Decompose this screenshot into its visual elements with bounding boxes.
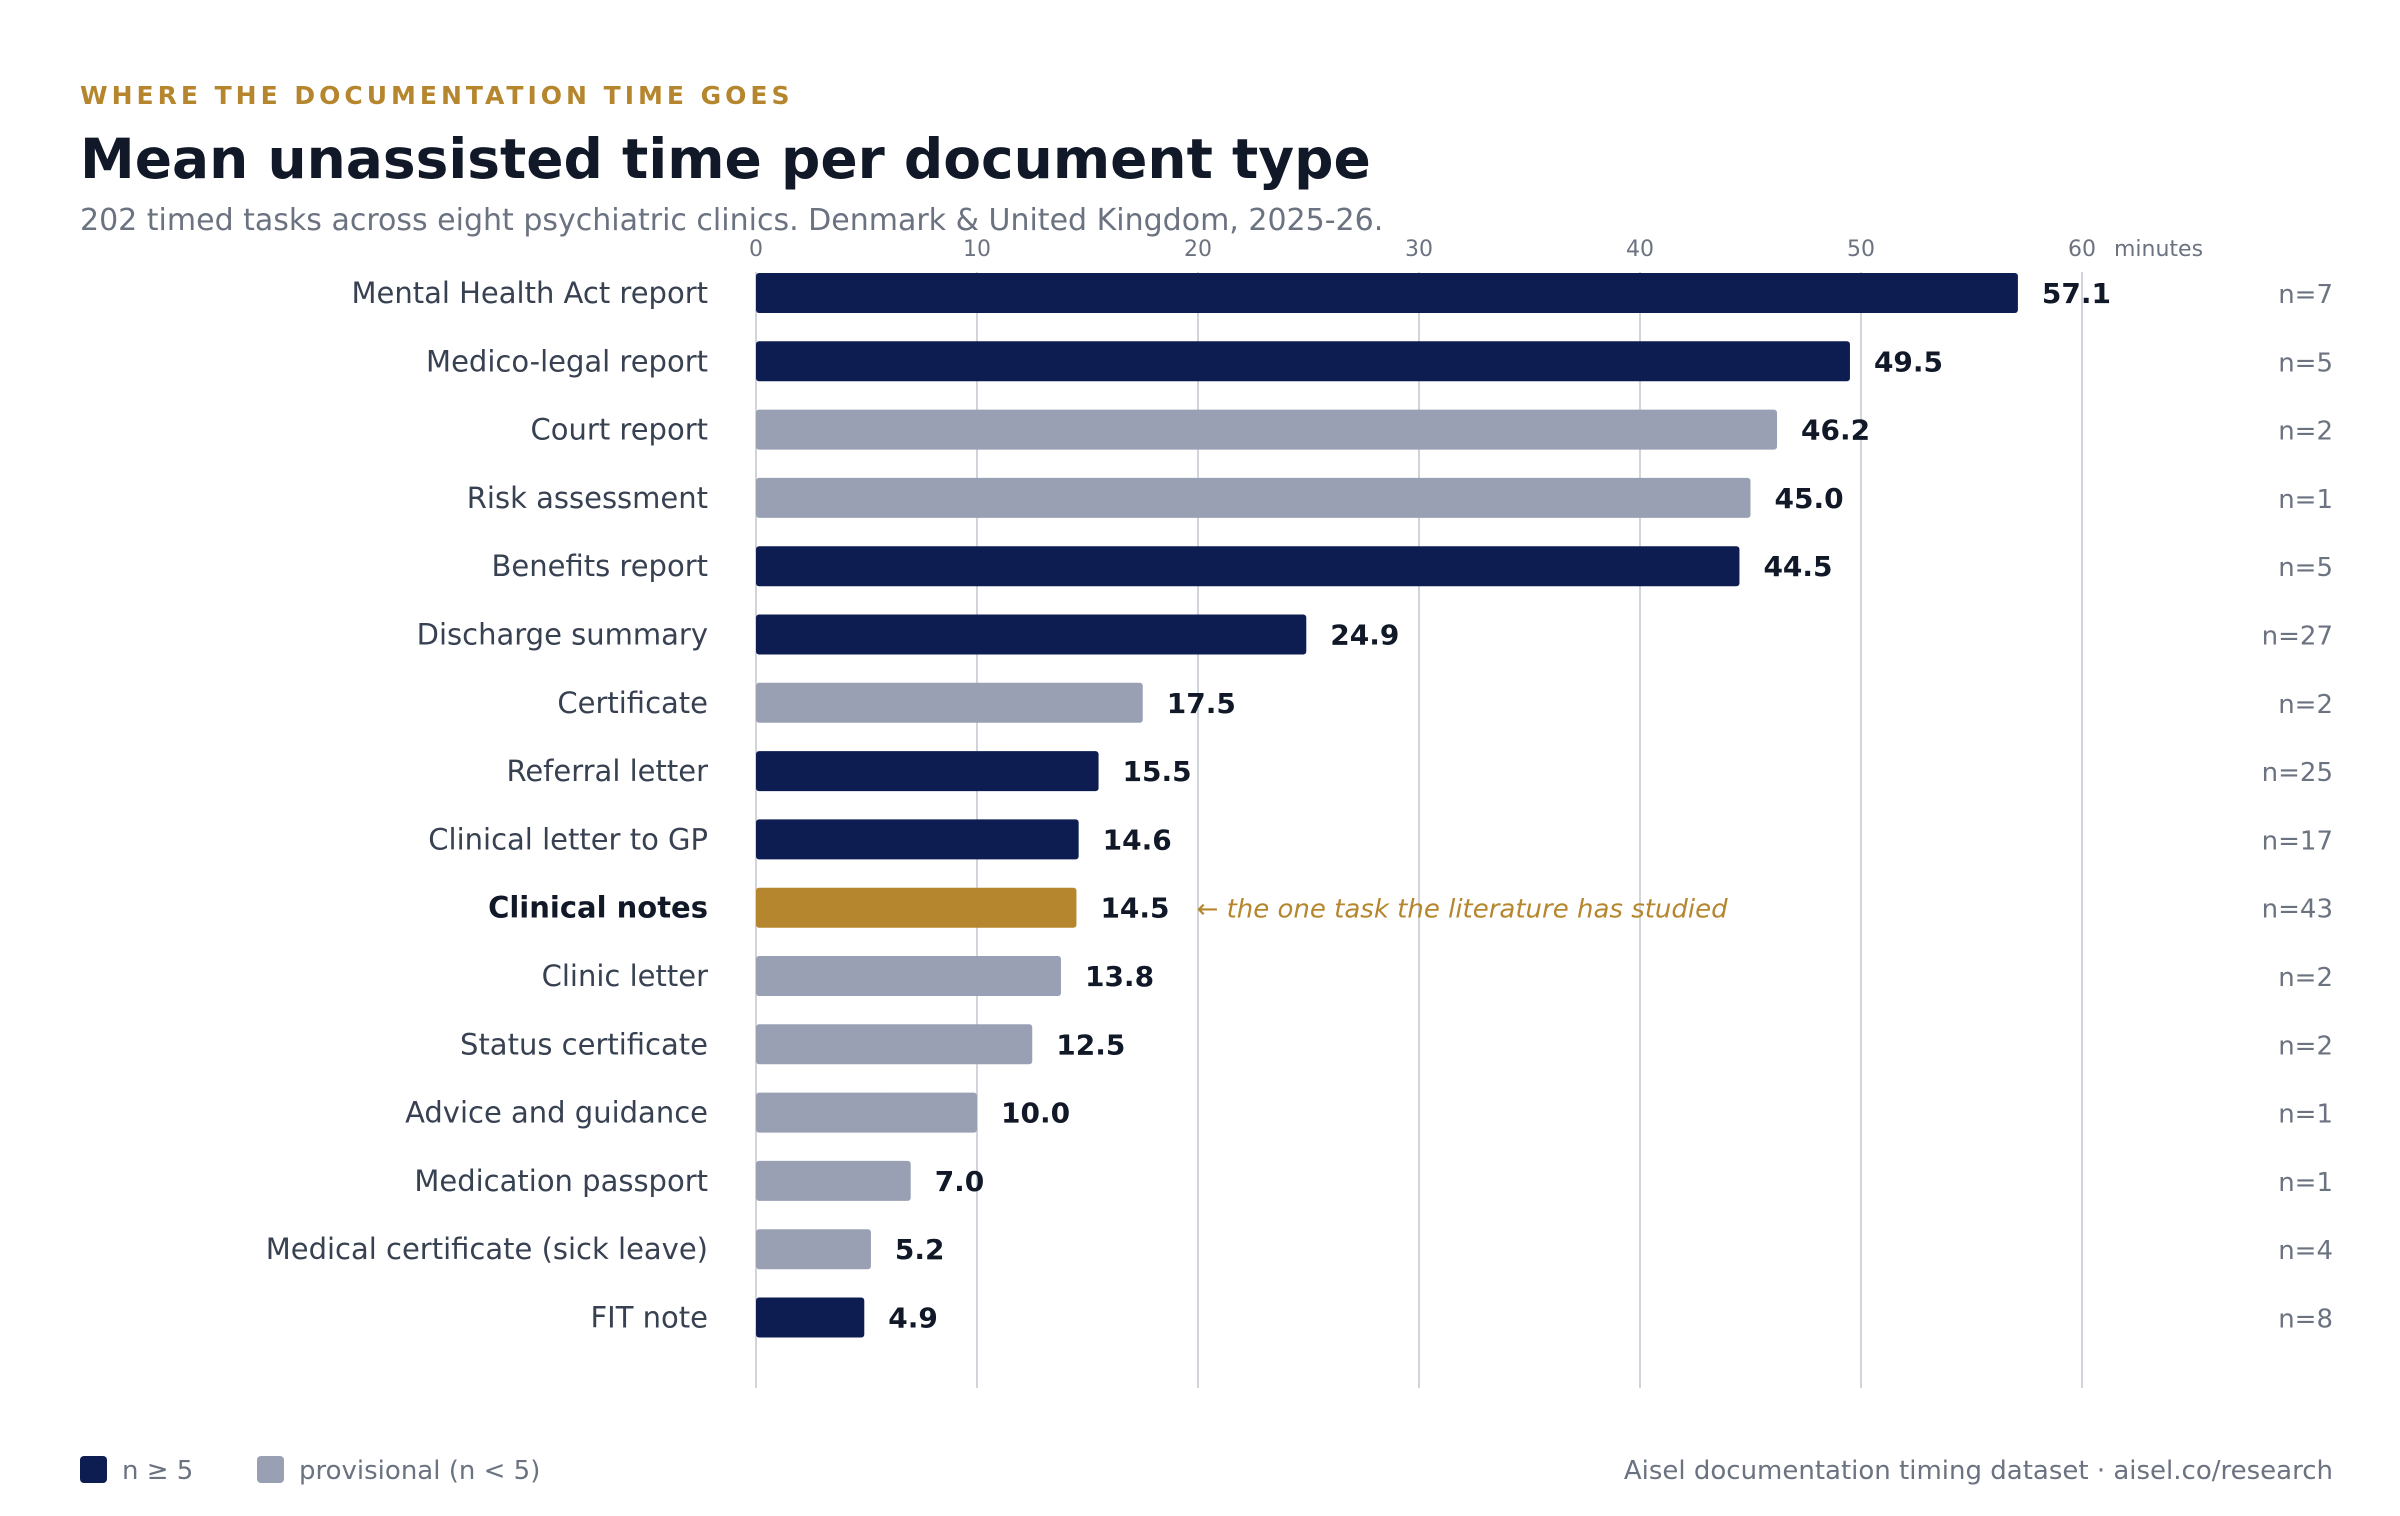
bar-court-report <box>756 409 1778 450</box>
bar-mental-health-act-report <box>756 273 2018 313</box>
category-label-clinical-notes: Clinical notes <box>488 891 708 925</box>
bar-clinic-letter <box>756 956 1061 996</box>
n-label-medical-certificate-sick-leave: n=4 <box>2278 1236 2333 1266</box>
bar-fit-note <box>756 1297 865 1338</box>
category-label-medico-legal-report: Medico-legal report <box>426 344 708 378</box>
bar-medico-legal-report <box>756 341 1850 382</box>
x-axis-ticks: 0 10 20 30 40 50 60 <box>749 237 2096 262</box>
category-label-certificate: Certificate <box>557 686 708 720</box>
bar-clinical-notes <box>756 887 1077 928</box>
legend-label-provisional: provisional (n < 5) <box>299 1456 540 1486</box>
category-label-fit-note: FIT note <box>590 1301 708 1335</box>
value-label-referral-letter: 15.5 <box>1123 755 1192 788</box>
value-label-mental-health-act-report: 57.1 <box>2042 277 2111 310</box>
x-tick-label-10: 10 <box>963 237 991 262</box>
x-axis-unit-label: minutes <box>2114 237 2203 262</box>
category-label-medication-passport: Medication passport <box>414 1164 708 1198</box>
category-label-referral-letter: Referral letter <box>506 754 708 788</box>
n-label-medico-legal-report: n=5 <box>2278 348 2333 378</box>
value-label-clinical-notes: 14.5 <box>1100 892 1169 925</box>
n-label-benefits-report: n=5 <box>2278 553 2333 583</box>
n-label-mental-health-act-report: n=7 <box>2278 280 2333 310</box>
value-label-fit-note: 4.9 <box>888 1302 938 1335</box>
value-label-clinic-letter: 13.8 <box>1085 960 1154 993</box>
gridlines <box>755 272 2083 1388</box>
chart-subtitle: 202 timed tasks across eight psychiatric… <box>80 203 1383 238</box>
bar-medication-passport <box>756 1160 911 1201</box>
value-label-advice-and-guidance: 10.0 <box>1001 1097 1070 1130</box>
bar-certificate <box>756 682 1143 723</box>
value-label-court-report: 46.2 <box>1801 414 1870 447</box>
x-tick-label-40: 40 <box>1626 237 1654 262</box>
category-label-court-report: Court report <box>531 413 708 447</box>
legend: n ≥ 5 provisional (n < 5) <box>80 1456 540 1486</box>
bar-referral-letter <box>756 751 1099 792</box>
n-label-clinical-letter-to-gp: n=17 <box>2262 826 2333 856</box>
category-label-clinical-letter-to-gp: Clinical letter to GP <box>428 822 708 856</box>
legend-label-main: n ≥ 5 <box>122 1456 193 1486</box>
n-label-medication-passport: n=1 <box>2278 1168 2333 1198</box>
n-label-status-certificate: n=2 <box>2278 1031 2333 1061</box>
source-note: Aisel documentation timing dataset · ais… <box>1624 1456 2333 1486</box>
category-label-clinic-letter: Clinic letter <box>542 959 708 993</box>
chart-title: Mean unassisted time per document type <box>80 127 1371 191</box>
legend-swatch-provisional <box>257 1456 284 1483</box>
category-label-risk-assessment: Risk assessment <box>467 481 708 515</box>
value-label-clinical-letter-to-gp: 14.6 <box>1103 823 1172 856</box>
value-label-risk-assessment: 45.0 <box>1775 482 1844 515</box>
x-tick-label-30: 30 <box>1405 237 1433 262</box>
bars: Mental Health Act report 57.1 n=7 Medico-le… <box>266 273 2333 1338</box>
category-label-status-certificate: Status certificate <box>460 1027 708 1061</box>
n-label-court-report: n=2 <box>2278 417 2333 447</box>
n-label-clinic-letter: n=2 <box>2278 963 2333 993</box>
legend-swatch-main <box>80 1456 107 1483</box>
n-label-risk-assessment: n=1 <box>2278 485 2333 515</box>
category-label-mental-health-act-report: Mental Health Act report <box>351 276 708 310</box>
category-label-medical-certificate-sick-leave: Medical certificate (sick leave) <box>266 1232 708 1266</box>
n-label-fit-note: n=8 <box>2278 1305 2333 1335</box>
bar-advice-and-guidance <box>756 1092 977 1133</box>
x-tick-label-60: 60 <box>2068 237 2096 262</box>
category-label-benefits-report: Benefits report <box>492 549 709 583</box>
bar-discharge-summary <box>756 614 1307 655</box>
category-label-advice-and-guidance: Advice and guidance <box>405 1096 708 1130</box>
value-label-benefits-report: 44.5 <box>1763 550 1832 583</box>
x-tick-label-0: 0 <box>749 237 763 262</box>
value-label-status-certificate: 12.5 <box>1056 1028 1125 1061</box>
chart-kicker: WHERE THE DOCUMENTATION TIME GOES <box>80 81 794 110</box>
n-label-advice-and-guidance: n=1 <box>2278 1100 2333 1130</box>
x-tick-label-20: 20 <box>1184 237 1212 262</box>
bar-clinical-letter-to-gp <box>756 819 1079 860</box>
annotation-text: ← the one task the literature has studie… <box>1197 895 1729 925</box>
x-tick-label-50: 50 <box>1847 237 1875 262</box>
bar-status-certificate <box>756 1024 1033 1065</box>
bar-benefits-report <box>756 546 1740 587</box>
n-label-discharge-summary: n=27 <box>2262 622 2333 652</box>
n-label-clinical-notes: n=43 <box>2262 895 2333 925</box>
value-label-certificate: 17.5 <box>1167 687 1236 720</box>
value-label-discharge-summary: 24.9 <box>1330 619 1399 652</box>
n-label-referral-letter: n=25 <box>2262 758 2333 788</box>
n-label-certificate: n=2 <box>2278 690 2333 720</box>
category-label-discharge-summary: Discharge summary <box>417 618 708 652</box>
bar-risk-assessment <box>756 477 1751 518</box>
value-label-medication-passport: 7.0 <box>935 1165 985 1198</box>
bar-medical-certificate-sick-leave <box>756 1229 871 1270</box>
value-label-medical-certificate-sick-leave: 5.2 <box>895 1233 945 1266</box>
value-label-medico-legal-report: 49.5 <box>1874 345 1943 378</box>
